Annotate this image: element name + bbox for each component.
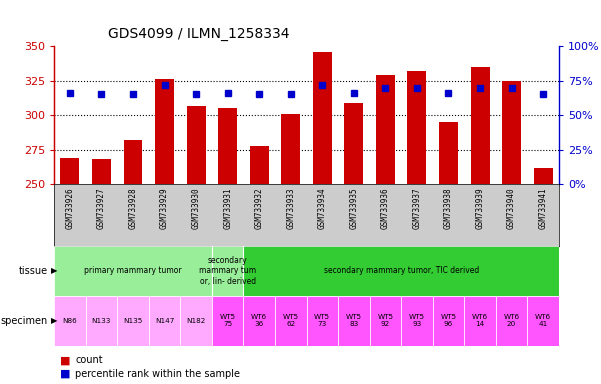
Bar: [401, 296, 433, 346]
Text: GSM733934: GSM733934: [318, 187, 327, 229]
Bar: [307, 296, 338, 346]
Bar: [534, 168, 553, 184]
Text: secondary mammary tumor, TIC derived: secondary mammary tumor, TIC derived: [323, 266, 479, 275]
Bar: [528, 296, 559, 346]
Bar: [407, 71, 427, 184]
Text: N182: N182: [186, 318, 206, 324]
Text: GSM733940: GSM733940: [507, 187, 516, 229]
Bar: [212, 246, 243, 296]
Bar: [117, 296, 149, 346]
Bar: [275, 296, 307, 346]
Text: GSM733927: GSM733927: [97, 187, 106, 229]
Text: tissue: tissue: [19, 266, 48, 276]
Text: specimen: specimen: [1, 316, 48, 326]
Bar: [60, 158, 79, 184]
Text: N86: N86: [63, 318, 78, 324]
Text: GDS4099 / ILMN_1258334: GDS4099 / ILMN_1258334: [108, 27, 290, 41]
Bar: [376, 75, 395, 184]
Text: GSM733931: GSM733931: [223, 187, 232, 229]
Text: GSM733935: GSM733935: [349, 187, 358, 229]
Bar: [54, 246, 212, 296]
Text: ■: ■: [60, 355, 70, 365]
Text: WT5
83: WT5 83: [346, 314, 362, 327]
Bar: [471, 67, 489, 184]
Bar: [186, 106, 206, 184]
Text: WT6
20: WT6 20: [504, 314, 520, 327]
Bar: [180, 296, 212, 346]
Text: ■: ■: [60, 369, 70, 379]
Text: WT6
36: WT6 36: [251, 314, 267, 327]
Bar: [149, 296, 180, 346]
Bar: [243, 246, 559, 296]
Bar: [338, 296, 370, 346]
Bar: [85, 296, 117, 346]
Text: WT6
41: WT6 41: [535, 314, 551, 327]
Bar: [370, 296, 401, 346]
Text: WT6
14: WT6 14: [472, 314, 488, 327]
Text: GSM733939: GSM733939: [475, 187, 484, 229]
Bar: [155, 79, 174, 184]
Text: GSM733936: GSM733936: [381, 187, 390, 229]
Text: GSM733941: GSM733941: [538, 187, 548, 229]
Bar: [439, 122, 458, 184]
Bar: [313, 51, 332, 184]
Text: N147: N147: [155, 318, 174, 324]
Bar: [243, 296, 275, 346]
Bar: [92, 159, 111, 184]
Text: GSM733938: GSM733938: [444, 187, 453, 229]
Bar: [218, 108, 237, 184]
Bar: [465, 296, 496, 346]
Text: GSM733928: GSM733928: [129, 187, 138, 229]
Text: GSM733929: GSM733929: [160, 187, 169, 229]
Text: GSM733932: GSM733932: [255, 187, 264, 229]
Text: N133: N133: [92, 318, 111, 324]
Text: WT5
62: WT5 62: [282, 314, 299, 327]
Text: GSM733926: GSM733926: [66, 187, 75, 229]
Text: WT5
92: WT5 92: [377, 314, 394, 327]
Text: WT5
93: WT5 93: [409, 314, 425, 327]
Bar: [124, 140, 142, 184]
Text: GSM733933: GSM733933: [286, 187, 295, 229]
Bar: [54, 296, 85, 346]
Bar: [281, 114, 300, 184]
Text: WT5
96: WT5 96: [441, 314, 457, 327]
Text: percentile rank within the sample: percentile rank within the sample: [75, 369, 240, 379]
Text: count: count: [75, 355, 103, 365]
Bar: [433, 296, 465, 346]
Bar: [212, 296, 243, 346]
Text: GSM733937: GSM733937: [412, 187, 421, 229]
Text: WT5
73: WT5 73: [314, 314, 331, 327]
Text: secondary
mammary tum
or, lin- derived: secondary mammary tum or, lin- derived: [199, 256, 256, 286]
Text: ▶: ▶: [51, 316, 58, 325]
Text: N135: N135: [123, 318, 142, 324]
Text: primary mammary tumor: primary mammary tumor: [84, 266, 182, 275]
Bar: [250, 146, 269, 184]
Text: WT5
75: WT5 75: [219, 314, 236, 327]
Bar: [496, 296, 528, 346]
Bar: [502, 81, 521, 184]
Text: GSM733930: GSM733930: [192, 187, 201, 229]
Bar: [344, 103, 363, 184]
Text: ▶: ▶: [51, 266, 58, 275]
